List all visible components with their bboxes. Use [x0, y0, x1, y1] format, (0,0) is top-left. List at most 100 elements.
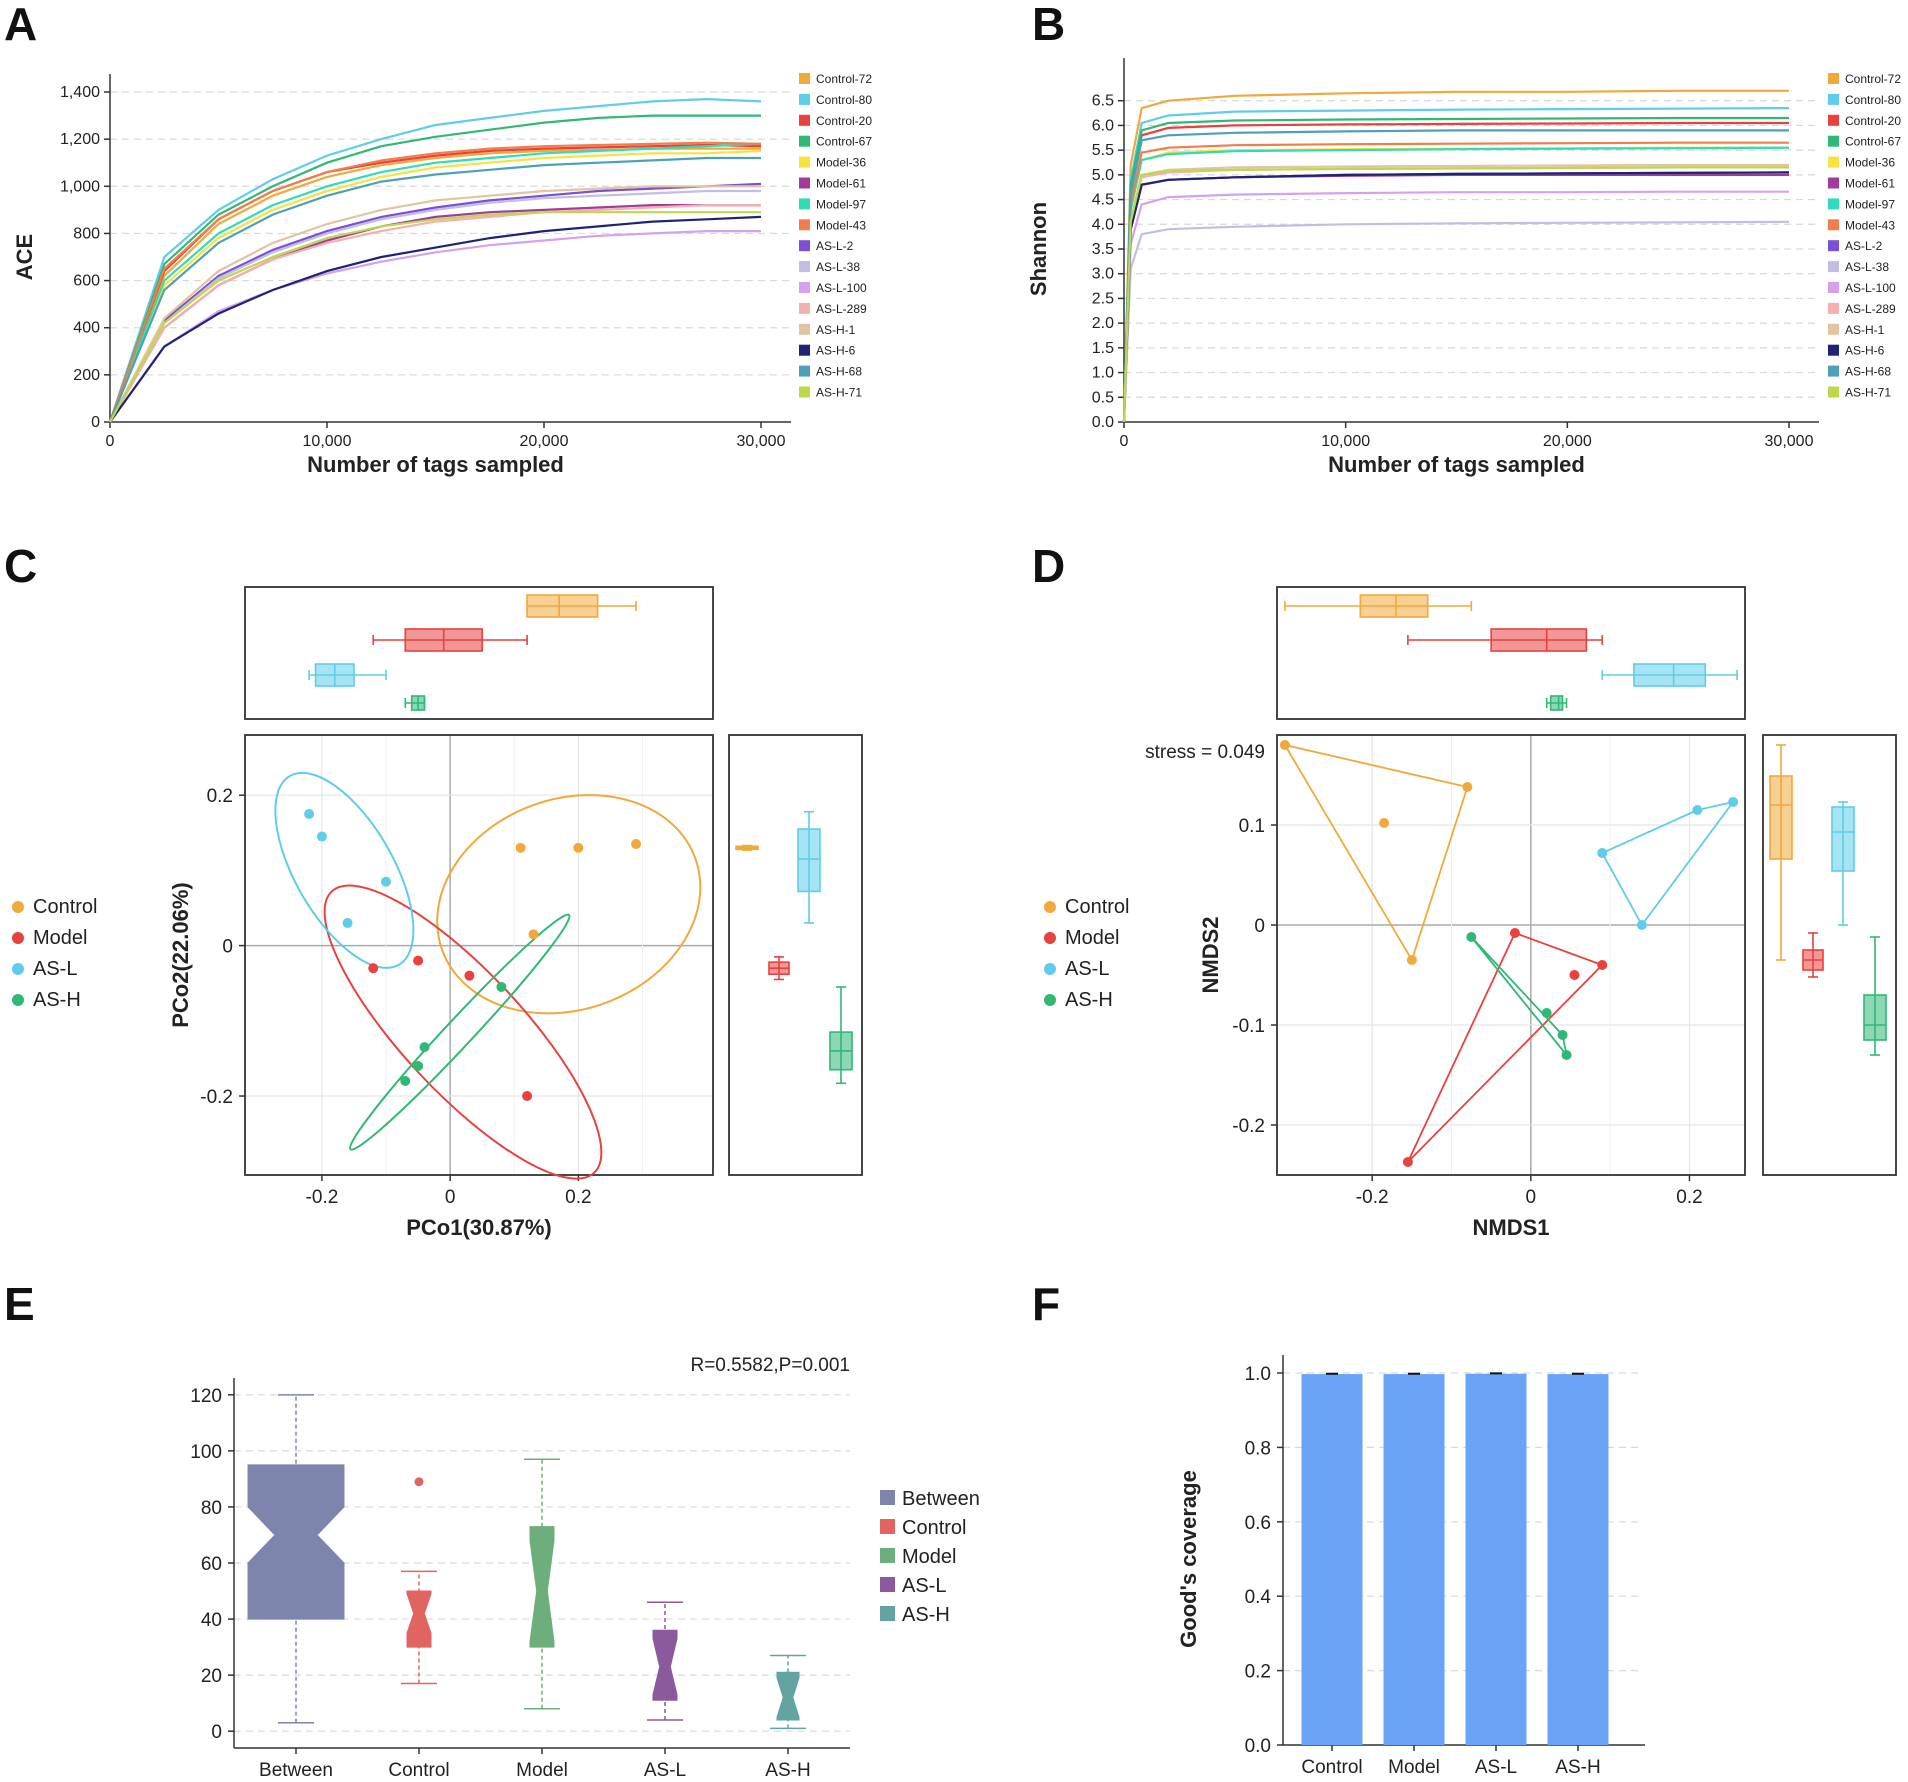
legend-swatch-as-l-100: [1828, 282, 1839, 293]
right-boxplot-as-l-box: [1831, 806, 1855, 872]
series-line-as-h-6: [1122, 171, 1790, 423]
legend-swatch-control-67: [799, 135, 810, 147]
legend-label-control-20: Control-20: [816, 114, 872, 128]
x-tick-label-model: Model: [1388, 1757, 1440, 1778]
panel-letter-d: D: [1032, 540, 1065, 592]
legend-swatch-as-h-6: [799, 344, 810, 356]
x-tick-label-as-l: AS-L: [1475, 1757, 1517, 1778]
x-tick-label: 0: [1526, 1187, 1537, 1208]
panel-a-ace-rarefaction: 0 200 400 600 800 1,000 1,200 1,400 0 10,000 20,00…: [12, 72, 872, 477]
legend-marker-as-l: [1044, 963, 1056, 975]
legend-label-as-h-6: AS-H-6: [816, 344, 856, 358]
top-boxplot-as-h-box: [1549, 695, 1564, 711]
y-tick-label: 100: [190, 1442, 222, 1463]
series-line-model-36: [108, 149, 762, 423]
series-line-as-h-71: [109, 211, 761, 423]
y-tick-label: 1.0: [1245, 1364, 1271, 1385]
legend-swatch-as-l-2: [1828, 240, 1839, 252]
legend-label-control: Control: [33, 896, 97, 918]
legend-label-as-h-1: AS-H-1: [816, 323, 856, 337]
y-tick-label: 3.5: [1092, 241, 1114, 258]
legend-label-between: Between: [902, 1488, 980, 1510]
legend-marker-model: [1044, 932, 1056, 944]
point-as-h-4: [1541, 1008, 1552, 1018]
legend-swatch-control-20: [1828, 114, 1839, 126]
confidence-ellipse-as-h: [349, 913, 571, 1151]
point-control-1: [1279, 740, 1290, 750]
legend-label-model: Model: [902, 1546, 956, 1568]
point-control-3: [631, 839, 642, 850]
stress-annotation: stress = 0.049: [1145, 742, 1265, 763]
x-tick-label-as-h: AS-H: [1555, 1757, 1600, 1778]
bar-model: [1383, 1374, 1445, 1745]
legend-label-as-h-1: AS-H-1: [1845, 323, 1885, 337]
y-tick-label: -0.1: [1232, 1016, 1265, 1037]
series-line-control-80: [1122, 107, 1790, 423]
legend-swatch-model-43: [799, 219, 810, 231]
y-tick-label: 120: [190, 1386, 222, 1407]
point-as-l-4: [1636, 920, 1647, 930]
legend-label-as-h: AS-H: [902, 1604, 950, 1626]
legend-swatch-as-h-68: [799, 365, 810, 377]
x-tick-label: 10,000: [303, 433, 352, 450]
boxplot-as-l-box: [652, 1629, 678, 1701]
group-hull-control: [1283, 743, 1469, 963]
y-tick-label: -0.2: [200, 1087, 233, 1108]
right-boxplot-frame: [1762, 734, 1897, 1176]
y-tick-label: 0.5: [1092, 389, 1114, 406]
point-model-4: [1569, 970, 1580, 980]
legend-label-as-l: AS-L: [33, 958, 77, 980]
y-tick-label: 0: [91, 414, 100, 431]
y-axis-title: PCo2(22.06%): [168, 882, 193, 1028]
x-tick-label: 0.2: [1676, 1187, 1702, 1208]
x-tick-label: -0.2: [1356, 1187, 1389, 1208]
legend-label-model-36: Model-36: [1845, 156, 1895, 170]
bar-as-h: [1547, 1374, 1609, 1745]
right-boxplot-control-box: [1769, 775, 1793, 860]
legend-swatch-as-h-1: [1828, 323, 1839, 335]
y-tick-label: 400: [73, 320, 100, 337]
point-as-l-2: [1692, 805, 1703, 815]
point-control-2: [573, 842, 584, 853]
series-line-as-h-71: [1122, 166, 1789, 423]
series-line-model-43: [1122, 141, 1789, 423]
x-tick-label-control: Control: [1301, 1757, 1362, 1778]
legend-label-model: Model: [1065, 927, 1119, 949]
group-hull-as-h: [1470, 936, 1568, 1056]
point-model-2: [1597, 960, 1608, 970]
top-boxplot-model-box: [1490, 628, 1588, 652]
legend-swatch-control-67: [1828, 135, 1839, 147]
point-as-h-1: [1466, 932, 1477, 942]
legend-label-as-l-289: AS-L-289: [816, 302, 867, 316]
legend-label-model-61: Model-61: [816, 177, 866, 191]
top-boxplot-frame: [244, 586, 714, 720]
point-model-3: [1402, 1157, 1413, 1167]
panel-c-pcoa: -0.2 0 0.2 -0.2 0 0.2 PCo1(30.87%) PCo2(22.06%)…: [12, 586, 863, 1240]
x-tick-label-as-h: AS-H: [765, 1760, 810, 1781]
y-tick-label: 0.2: [1245, 1662, 1271, 1683]
y-axis-title: NMDS2: [1198, 916, 1223, 993]
legend-label-control-20: Control-20: [1845, 114, 1901, 128]
series-line-model-43: [108, 141, 762, 423]
series-line-control-72: [1122, 89, 1789, 423]
x-tick-label: 20,000: [520, 433, 569, 450]
x-tick-label: 30,000: [737, 433, 786, 450]
legend-swatch-as-h: [880, 1606, 895, 1621]
panel-d-nmds: -0.2 0 0.2 -0.2 -0.1 0 0.1 NMDS1 NMDS2 Control Mod…: [1044, 586, 1897, 1240]
series-line-model-97: [1122, 146, 1790, 423]
legend-swatch-model-97: [1828, 198, 1839, 210]
x-tick-label-model: Model: [516, 1760, 568, 1781]
top-boxplot-as-l-box: [1633, 663, 1707, 687]
bar-control: [1301, 1374, 1363, 1745]
y-tick-label: 0.8: [1245, 1438, 1271, 1459]
legend-label-model-36: Model-36: [816, 156, 866, 170]
y-tick-label: 4.5: [1092, 192, 1114, 209]
y-tick-label: 800: [73, 225, 100, 242]
legend-swatch-model-36: [1828, 156, 1839, 168]
y-tick-label: 20: [201, 1666, 222, 1687]
legend-label-as-l-100: AS-L-100: [816, 281, 867, 295]
series-line-as-l-289: [109, 204, 761, 423]
point-control-4: [528, 929, 539, 940]
y-tick-label: -0.2: [1232, 1116, 1265, 1137]
legend-swatch-as-l-38: [1828, 261, 1839, 273]
